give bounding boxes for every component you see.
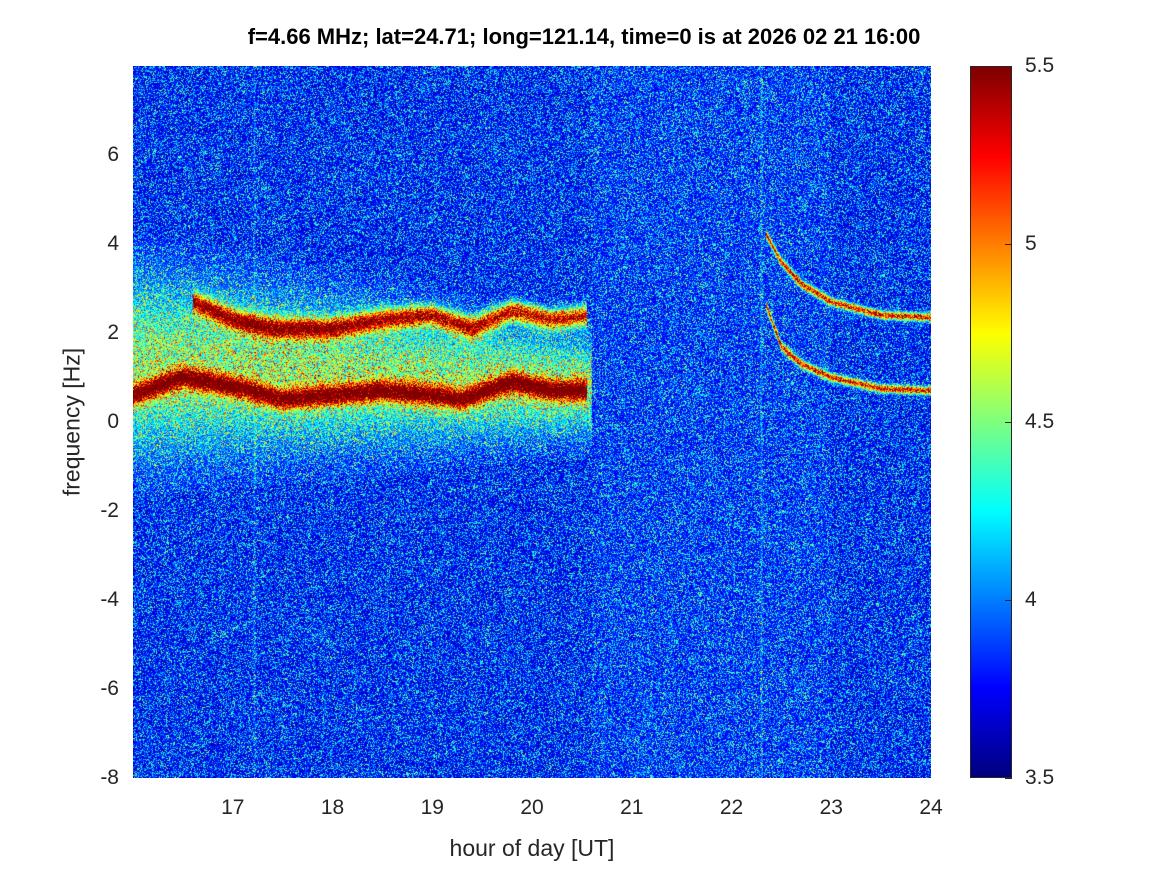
chart-title: f=4.66 MHz; lat=24.71; long=121.14, time…: [247, 24, 921, 49]
colorbar-tick-mark: [1005, 65, 1012, 67]
colorbar-tick-mark: [1005, 243, 1012, 245]
x-axis-label: hour of day [UT]: [449, 835, 615, 861]
colorbar-tick-mark: [1005, 777, 1012, 779]
y-tick-label: -2: [100, 499, 119, 522]
y-tick-label: 2: [107, 321, 119, 344]
x-tick-label: 18: [320, 796, 345, 819]
spectrogram-heatmap: [133, 66, 931, 778]
y-tick-label: -4: [100, 588, 119, 611]
colorbar-tick-label: 5.5: [1025, 54, 1055, 77]
x-tick-label: 19: [420, 796, 444, 819]
y-axis-label: frequency [Hz]: [58, 347, 85, 497]
colorbar-tick-mark: [1005, 599, 1012, 601]
y-tick-label: 4: [107, 232, 119, 255]
colorbar-tick-label: 4: [1025, 588, 1037, 611]
colorbar-tick-label: 4.5: [1025, 410, 1055, 433]
colorbar-tick-label: 3.5: [1025, 766, 1055, 789]
y-tick-label: -6: [100, 677, 119, 700]
y-tick-label: -8: [100, 766, 119, 789]
x-tick-label: 23: [819, 796, 843, 819]
x-tick-label: 22: [719, 796, 744, 819]
x-tick-label: 24: [919, 796, 943, 819]
colorbar-tick-label: 5: [1025, 232, 1037, 255]
colorbar-tick-mark: [1005, 421, 1012, 423]
x-tick-label: 20: [520, 796, 544, 819]
y-tick-label: 0: [107, 410, 119, 433]
x-tick-label: 17: [221, 796, 245, 819]
x-tick-label: 21: [620, 796, 644, 819]
y-tick-label: 6: [107, 143, 119, 166]
